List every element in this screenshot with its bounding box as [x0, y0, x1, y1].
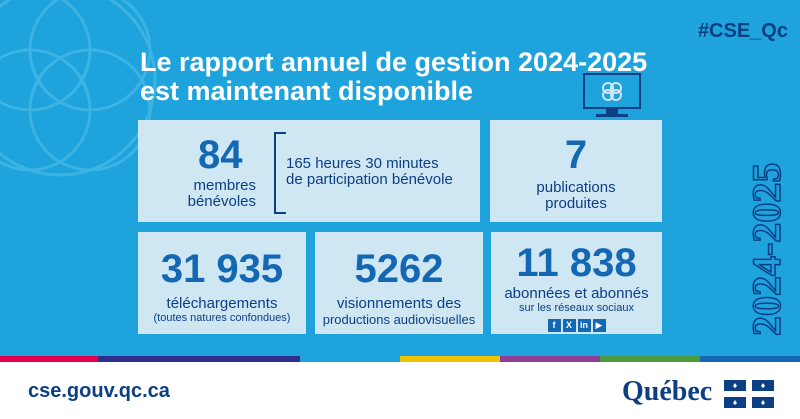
stripe-segment: [0, 356, 98, 362]
subscribers-label: abonnées et abonnés: [504, 285, 649, 302]
card-downloads: 31 935 téléchargements (toutes natures c…: [138, 232, 306, 334]
members-value: 84: [198, 133, 243, 177]
hours-line-2: de participation bénévole: [286, 171, 453, 188]
card-subscribers: 11 838 abonnées et abonnés sur les résea…: [491, 232, 662, 334]
facebook-icon[interactable]: f: [547, 319, 561, 332]
members-label-1: membres: [193, 177, 256, 194]
card-views: 5262 visionnements des productions audio…: [315, 232, 483, 334]
hashtag[interactable]: #CSE_Qc: [697, 20, 788, 42]
publications-label-1: publications: [536, 179, 616, 196]
downloads-label: téléchargements: [166, 295, 278, 312]
website-link[interactable]: cse.gouv.qc.ca: [28, 380, 170, 402]
stripe-segment: [400, 356, 500, 362]
stripe-segment: [300, 356, 400, 362]
subscribers-value: 11 838: [516, 241, 637, 285]
members-label: membres bénévoles: [186, 178, 256, 210]
stripe-segment: [98, 356, 300, 362]
card-publications: 7 publications produites: [490, 120, 662, 222]
linkedin-icon[interactable]: in: [577, 319, 591, 332]
x-icon[interactable]: X: [562, 319, 576, 332]
decorative-circles: [0, 0, 157, 177]
subscribers-sub: sur les réseaux sociaux: [519, 302, 634, 314]
quebec-logo-text: Québec: [622, 376, 713, 407]
downloads-value: 31 935: [160, 247, 284, 291]
banner: #CSE_Qc Le rapport annuel de gestion 202…: [0, 0, 800, 356]
publications-label-2: produites: [545, 195, 607, 212]
stripe-segment: [700, 356, 800, 362]
views-label-1: visionnements des: [336, 295, 462, 312]
youtube-icon[interactable]: ▶: [592, 319, 606, 332]
stripe-segment: [600, 356, 700, 362]
hours-text: 165 heures 30 minutes de participation b…: [286, 156, 453, 188]
footer: cse.gouv.qc.ca Québec: [0, 362, 800, 419]
bracket-divider: [274, 132, 286, 214]
card-members: 84 membres bénévoles 165 heures 30 minut…: [138, 120, 480, 222]
title-line-2: est maintenant disponible: [140, 76, 474, 106]
year-vertical-text: 2024-2025: [746, 162, 790, 337]
members-label-2: bénévoles: [187, 193, 256, 210]
monitor-icon: [583, 73, 641, 117]
social-icons: f X in ▶: [491, 319, 662, 332]
page-title: Le rapport annuel de gestion 2024-2025 e…: [140, 48, 647, 106]
views-label-2: productions audiovisuelles: [322, 312, 476, 327]
title-line-1: Le rapport annuel de gestion 2024-2025: [140, 47, 648, 77]
downloads-sub: (toutes natures confondues): [153, 312, 291, 324]
views-value: 5262: [354, 247, 444, 291]
publications-value: 7: [564, 133, 588, 177]
fleurdelise-icon: [724, 380, 774, 408]
svg-text:2024-2025: 2024-2025: [746, 163, 789, 336]
stripe-segment: [500, 356, 600, 362]
hours-line-1: 165 heures 30 minutes: [286, 155, 439, 172]
